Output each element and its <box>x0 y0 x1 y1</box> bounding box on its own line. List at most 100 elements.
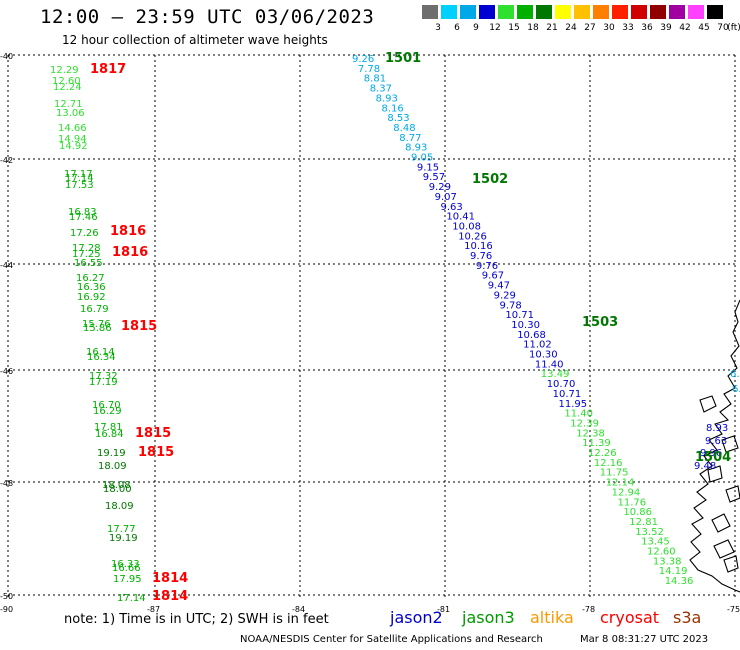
wave-height-value: 12.26 <box>588 448 617 459</box>
wave-height-value: 8.81 <box>364 74 386 85</box>
wave-height-value: 6.9 <box>730 369 740 380</box>
wave-height-value: 7.78 <box>358 64 380 75</box>
track-east-values: 9.267.788.818.378.938.168.538.488.778.93… <box>352 54 693 587</box>
wave-height-value: 11.75 <box>600 468 629 479</box>
lat-label: -50 <box>0 592 13 601</box>
wave-height-value: 16.14 <box>86 347 115 358</box>
legend-swatch <box>441 5 457 19</box>
wave-height-value: 9.15 <box>417 162 439 173</box>
wave-height-value: 8.93 <box>706 423 728 434</box>
legend-label: 21 <box>546 23 558 33</box>
lon-label: -81 <box>437 605 450 614</box>
wave-height-value: 19.19 <box>97 448 126 459</box>
pass-time-label: 1504 <box>695 450 731 465</box>
wave-height-value: 17.46 <box>69 212 98 223</box>
wave-height-value: 10.41 <box>446 212 475 223</box>
wave-height-value: 8.53 <box>387 113 409 124</box>
wave-height-value: 13.45 <box>641 537 670 548</box>
lon-label: -78 <box>582 605 595 614</box>
wave-height-value: 16.84 <box>95 429 124 440</box>
wave-height-value: 15.86 <box>83 323 112 334</box>
wave-height-value: 10.68 <box>517 330 546 341</box>
legend-swatch <box>707 5 723 19</box>
wave-height-value: 14.36 <box>665 576 694 587</box>
legend-swatch <box>422 5 438 19</box>
pass-time-label: 1817 <box>90 62 126 77</box>
legend-label: 6 <box>454 23 460 33</box>
wave-height-value: 10.08 <box>452 221 481 232</box>
satellite-name: jason3 <box>462 608 515 627</box>
wave-height-value: 17.14 <box>65 173 94 184</box>
wave-height-value: 12.29 <box>50 65 79 76</box>
wave-height-value: 13.49 <box>541 369 570 380</box>
wave-height-value: 16.70 <box>92 400 121 411</box>
legend-label: 33 <box>622 23 634 33</box>
wave-height-value: 14.94 <box>58 134 87 145</box>
wave-height-value: 16.29 <box>93 406 122 417</box>
wave-height-value: 14.19 <box>659 566 688 577</box>
lon-label: -84 <box>292 605 305 614</box>
legend-swatch <box>574 5 590 19</box>
wave-height-value: 18.09 <box>105 501 134 512</box>
pass-time-label: 1816 <box>112 245 148 260</box>
wave-height-value: 9.07 <box>435 192 457 203</box>
pass-time-label: 1816 <box>110 224 146 239</box>
wave-height-value: 16.83 <box>68 207 97 218</box>
track-coast-values: 8.93 9.639.96 9.48 6.5 6.9 <box>694 369 740 472</box>
wave-height-value: 15.76 <box>82 319 111 330</box>
wave-height-value: 9.57 <box>423 172 445 183</box>
wave-height-value: 9.05 <box>411 153 433 164</box>
legend-swatch <box>593 5 609 19</box>
wave-height-value: 17.81 <box>94 422 123 433</box>
wave-height-value: 8.93 <box>405 143 427 154</box>
legend-swatch <box>479 5 495 19</box>
legend-label: 27 <box>584 23 596 33</box>
wave-height-value: 18.09 <box>98 461 127 472</box>
generated-timestamp: Mar 8 08:31:27 UTC 2023 <box>580 634 709 645</box>
wave-height-value: 9.29 <box>494 290 516 301</box>
wave-height-value: 17.14 <box>117 593 146 604</box>
coastline-segment <box>699 395 717 413</box>
credit-line: NOAA/NESDIS Center for Satellite Applica… <box>240 634 543 645</box>
legend-swatch <box>612 5 628 19</box>
wave-height-value: 10.71 <box>505 310 534 321</box>
wave-height-value: 9.63 <box>441 202 463 213</box>
legend-swatch <box>650 5 666 19</box>
coastline-chile <box>689 299 740 593</box>
lat-lon-grid <box>7 54 736 600</box>
coastline-segment <box>725 485 740 503</box>
lat-label: -48 <box>0 479 13 488</box>
wave-height-value: 8.16 <box>382 103 404 114</box>
wave-height-value: 16.33 <box>111 559 140 570</box>
wave-height-value: 9.67 <box>482 271 504 282</box>
legend-label: 3 <box>435 23 441 33</box>
wave-height-value: 12.38 <box>576 428 605 439</box>
wave-height-value: 6.5 <box>732 384 740 395</box>
wave-height-value: 8.93 <box>376 93 398 104</box>
wave-height-value: 9.47 <box>488 281 510 292</box>
wave-height-value: 12.16 <box>594 458 623 469</box>
legend-label: 70 <box>717 23 729 33</box>
wave-height-value: 12.71 <box>54 99 83 110</box>
wave-height-value: 16.36 <box>77 282 106 293</box>
legend-swatch <box>460 5 476 19</box>
wave-height-value: 10.70 <box>547 379 576 390</box>
wave-height-value: 11.40 <box>535 359 564 370</box>
wave-height-value: 10.16 <box>464 241 493 252</box>
pass-time-label: 1503 <box>582 315 618 330</box>
wave-height-value: 9.29 <box>429 182 451 193</box>
wave-height-value: 16.27 <box>76 273 105 284</box>
legend-swatch <box>669 5 685 19</box>
wave-height-value: 10.71 <box>553 389 582 400</box>
wave-height-value: 12.39 <box>570 418 599 429</box>
lon-label: -90 <box>0 605 13 614</box>
wave-height-value: 11.40 <box>564 409 593 420</box>
wave-height-value: 17.95 <box>113 574 142 585</box>
wave-height-value: 9.63 <box>705 436 727 447</box>
wave-height-value: 14.66 <box>58 123 87 134</box>
coastline-segment <box>711 513 731 533</box>
coastline-segment <box>721 435 739 453</box>
wave-height-value: 10.26 <box>458 231 487 242</box>
legend-label: 24 <box>565 23 577 33</box>
legend-label: 9 <box>473 23 479 33</box>
